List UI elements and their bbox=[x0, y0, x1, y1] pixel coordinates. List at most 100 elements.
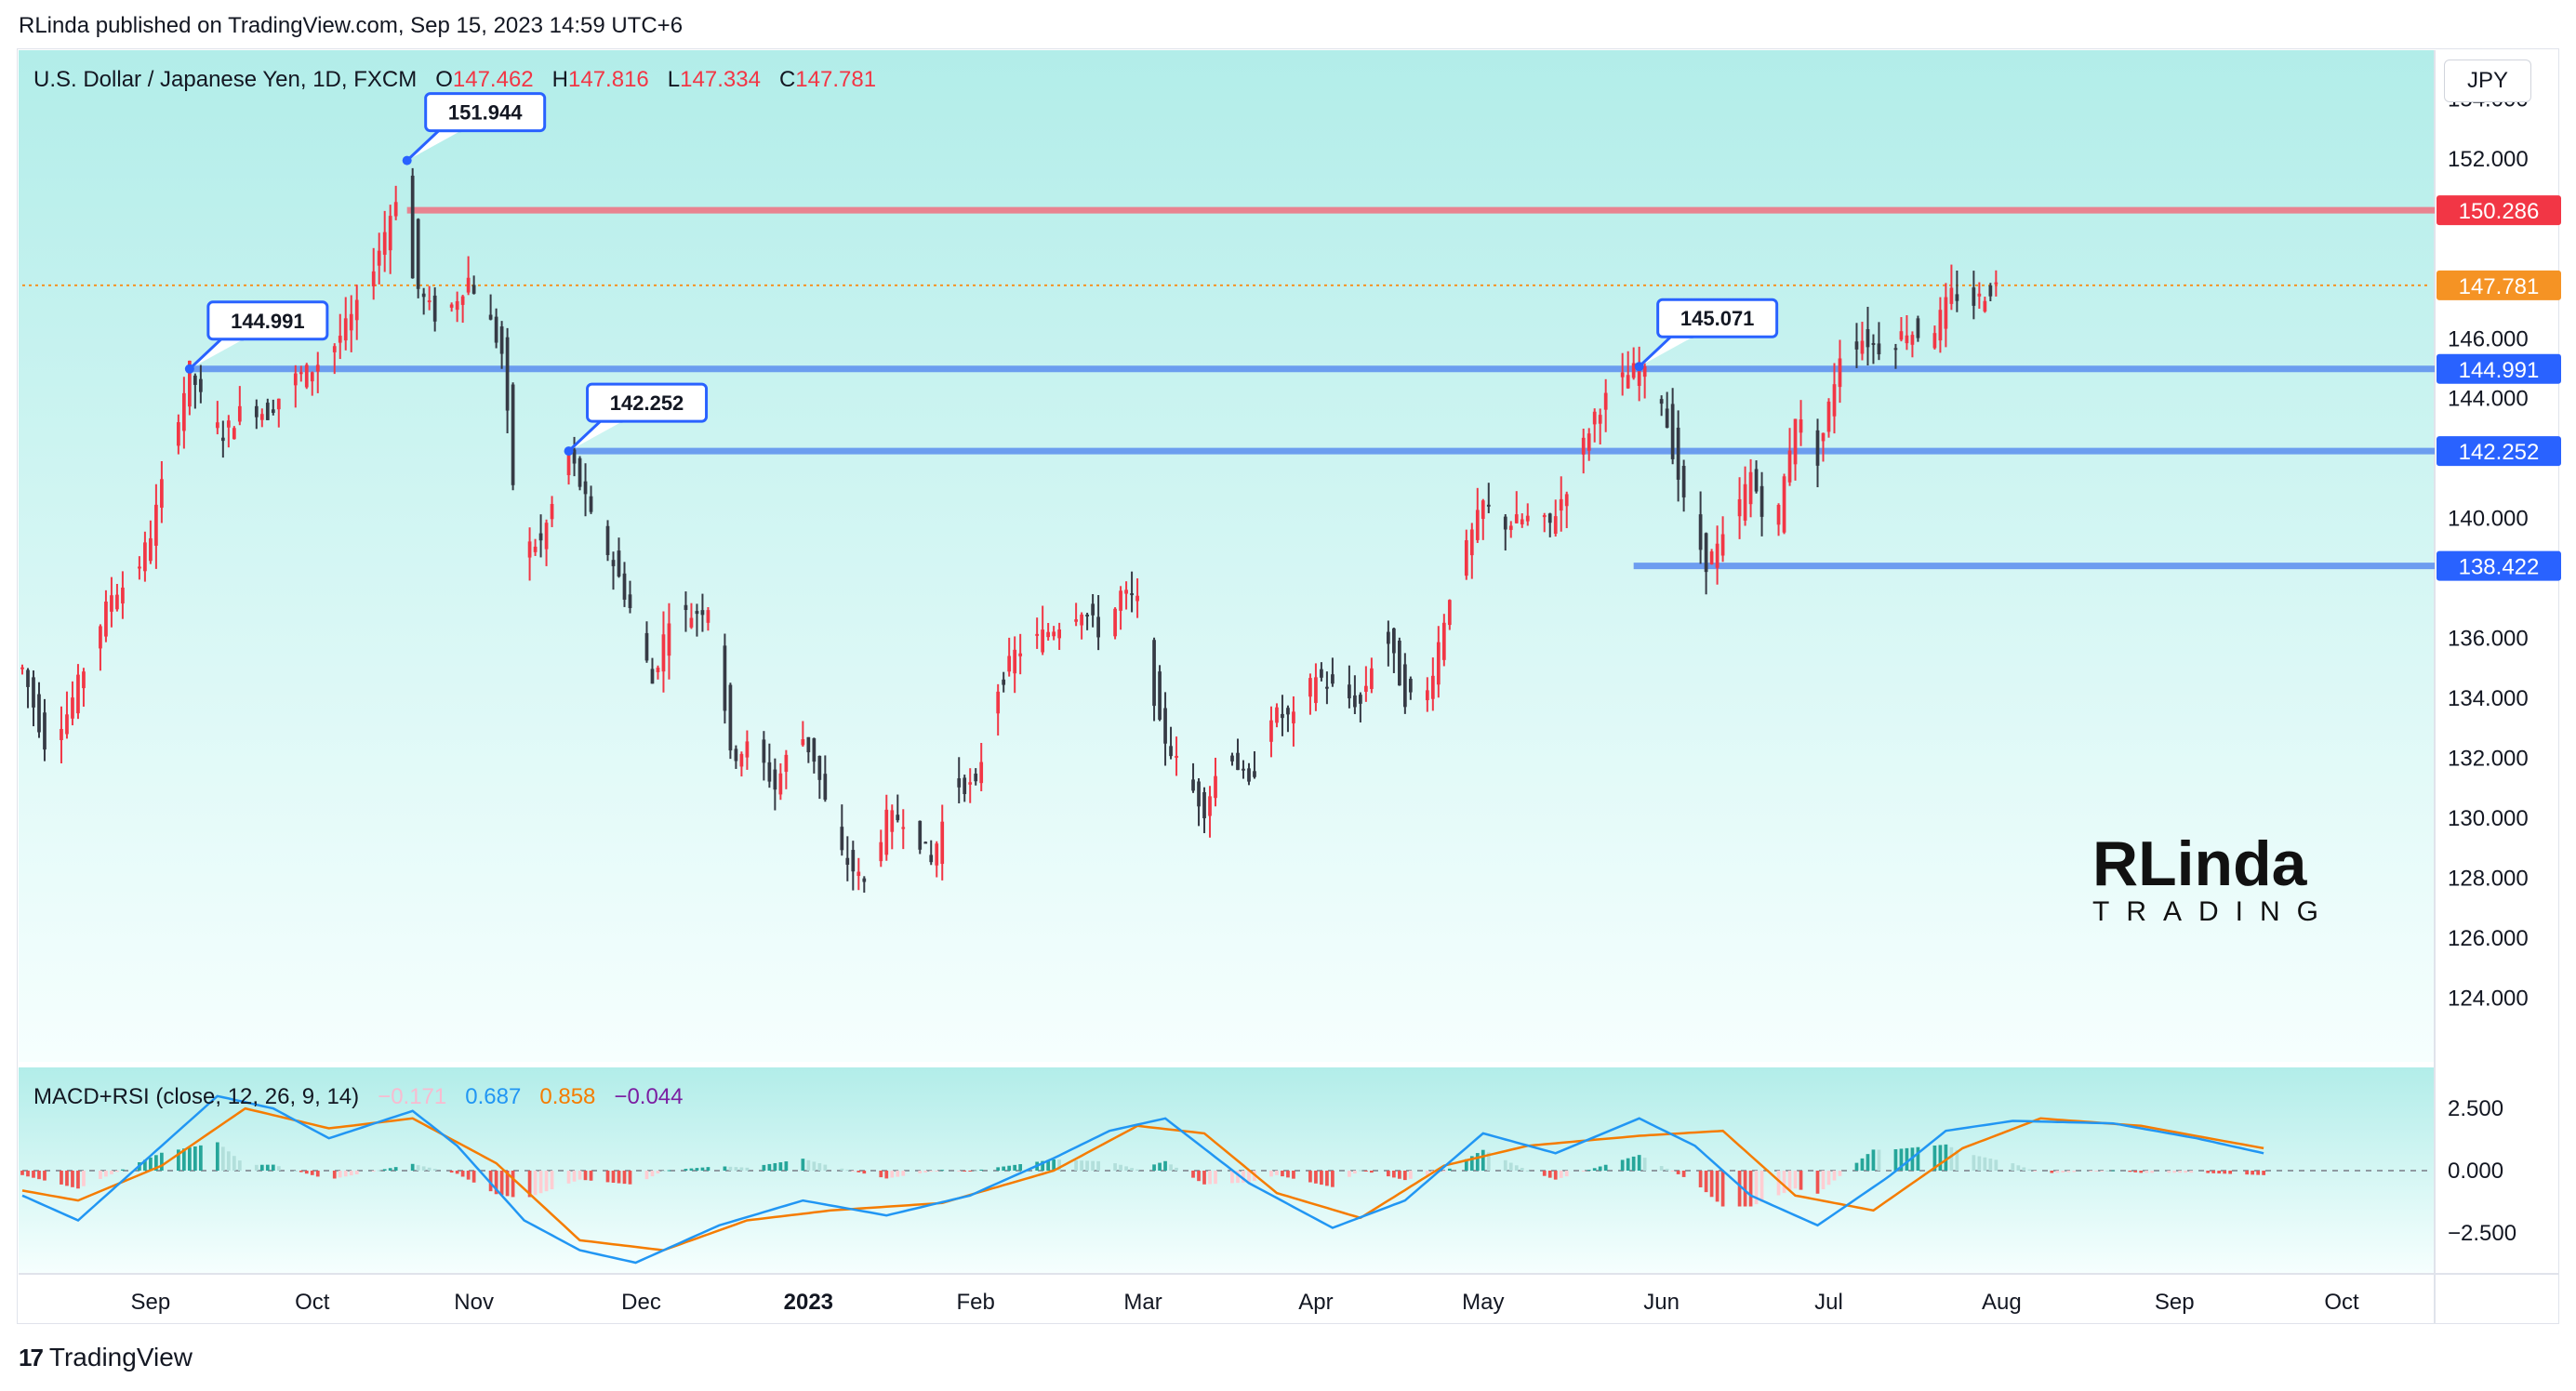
candle-body bbox=[471, 285, 476, 294]
macd-hist-bar bbox=[1392, 1171, 1396, 1178]
macd-hist-bar bbox=[767, 1163, 772, 1171]
candle-body bbox=[182, 392, 186, 431]
candle-body bbox=[1119, 590, 1122, 611]
candle-body bbox=[1208, 796, 1212, 816]
callouts[interactable]: 151.944 144.991 142.252 145.071 bbox=[184, 92, 1779, 457]
candle-body bbox=[1793, 418, 1798, 465]
macd-hist-bar bbox=[32, 1171, 35, 1178]
candle-body bbox=[293, 373, 298, 386]
low-label: L bbox=[667, 67, 681, 92]
candle-body bbox=[862, 878, 867, 882]
candle-body bbox=[299, 372, 303, 375]
candle-body bbox=[20, 667, 24, 669]
macd-hist-bar bbox=[104, 1171, 108, 1177]
candle-body bbox=[177, 422, 180, 446]
candle-body bbox=[76, 674, 80, 714]
candle-body bbox=[661, 634, 666, 672]
macd-hist-bar bbox=[1983, 1157, 1987, 1171]
macd-hist-bar bbox=[1286, 1171, 1290, 1178]
macd-tick-label: 2.500 bbox=[2448, 1096, 2503, 1121]
time-axis[interactable]: Sep Oct Nov Dec 2023 Feb Mar Apr May Jun Jul Aug Sep… bbox=[131, 1290, 2360, 1315]
candle-body bbox=[1469, 529, 1474, 556]
macd-hist-bar bbox=[488, 1171, 493, 1192]
rlinda-trading-logo: RLinda TRADING bbox=[2092, 828, 2318, 927]
candle-body bbox=[1124, 590, 1128, 594]
macd-hist-bar bbox=[1787, 1171, 1792, 1191]
symbol-name: U.S. Dollar / Japanese Yen, 1D, FXCM bbox=[33, 67, 418, 92]
candle-body bbox=[817, 755, 822, 780]
macd-hist-bar bbox=[706, 1167, 710, 1171]
macd-hist-bar bbox=[572, 1171, 577, 1182]
candle-body bbox=[856, 871, 861, 877]
candle-body bbox=[315, 364, 320, 372]
macd-hist-bar bbox=[890, 1171, 895, 1178]
candle-body bbox=[1916, 318, 1920, 338]
candle-body bbox=[1866, 329, 1870, 348]
candle-body bbox=[310, 372, 314, 382]
time-tick-label: Aug bbox=[1982, 1290, 2022, 1315]
candle-body bbox=[1709, 551, 1714, 564]
macd-hist-bar bbox=[121, 1169, 125, 1171]
candle-body bbox=[644, 632, 649, 661]
candle-body bbox=[143, 542, 147, 572]
candle-body bbox=[1983, 300, 1987, 312]
macd-hist-bar bbox=[896, 1171, 900, 1177]
candle-body bbox=[232, 428, 236, 440]
current-price-tag bbox=[2437, 270, 2561, 300]
candle-body bbox=[940, 821, 945, 865]
macd-hist-bar bbox=[856, 1171, 861, 1172]
macd-legend: MACD+RSI (close, 12, 26, 9, 14) −0.171 0… bbox=[33, 1084, 684, 1110]
macd-hist-bar bbox=[845, 1170, 850, 1172]
macd-hist-bar bbox=[1486, 1152, 1491, 1171]
macd-hist-bar bbox=[421, 1166, 426, 1171]
macd-hist-bar bbox=[1085, 1160, 1089, 1171]
candle-body bbox=[1158, 671, 1162, 721]
candle-body bbox=[1503, 516, 1507, 530]
macd-hist-bar bbox=[1175, 1167, 1178, 1171]
candle-body bbox=[723, 645, 727, 711]
candle-body bbox=[622, 573, 627, 600]
candle-body bbox=[1676, 427, 1680, 480]
macd-hist-bar bbox=[1041, 1160, 1045, 1171]
candle-body bbox=[884, 809, 889, 855]
macd-hist-bar bbox=[1871, 1149, 1876, 1171]
candle-body bbox=[1052, 631, 1056, 637]
candle-body bbox=[1994, 282, 1998, 285]
candle-body bbox=[527, 541, 532, 558]
macd-hist-bar bbox=[1737, 1171, 1742, 1207]
macd-hist-bar bbox=[1007, 1165, 1012, 1171]
price-axis[interactable]: 154.000152.000146.000144.000140.000136.0… bbox=[2448, 86, 2529, 1246]
candle-body bbox=[1642, 365, 1647, 378]
candle-body bbox=[589, 496, 593, 512]
open-label: O bbox=[435, 67, 453, 92]
candle-body bbox=[1230, 755, 1234, 762]
macd-hist-bar bbox=[1860, 1158, 1865, 1171]
candle-body bbox=[198, 378, 203, 392]
candle-body bbox=[812, 738, 817, 762]
macd-histogram bbox=[20, 1142, 2431, 1207]
candle-body bbox=[1670, 404, 1675, 459]
candle-body bbox=[1486, 504, 1491, 507]
macd-tick-label: 0.000 bbox=[2448, 1159, 2503, 1184]
macd-hist-bar bbox=[684, 1169, 688, 1171]
candle-body bbox=[1018, 653, 1023, 656]
macd-hist-bar bbox=[2189, 1171, 2194, 1173]
macd-hist-bar bbox=[851, 1171, 856, 1172]
candle-body bbox=[739, 753, 744, 767]
currency-unit-button[interactable]: JPY bbox=[2444, 60, 2531, 102]
macd-hist-bar bbox=[656, 1171, 660, 1174]
macd-hist-bar bbox=[494, 1171, 498, 1195]
levels[interactable]: 150.286 144.991 142.252 138.422 147.781 bbox=[22, 195, 2561, 581]
tradingview-footer[interactable]: 17 TradingView bbox=[19, 1343, 193, 1372]
macd-indicator-name: MACD+RSI (close, 12, 26, 9, 14) bbox=[33, 1084, 360, 1109]
macd-hist-bar bbox=[1113, 1163, 1117, 1171]
macd-hist-bar bbox=[20, 1171, 24, 1175]
candle-body bbox=[421, 293, 426, 298]
macd-hist-bar bbox=[1169, 1164, 1173, 1171]
macd-hist-bar bbox=[198, 1145, 203, 1171]
candle-body bbox=[427, 300, 432, 303]
candle-body bbox=[26, 669, 30, 687]
candle-body bbox=[1932, 333, 1937, 349]
macd-hist-bar bbox=[1949, 1146, 1954, 1171]
